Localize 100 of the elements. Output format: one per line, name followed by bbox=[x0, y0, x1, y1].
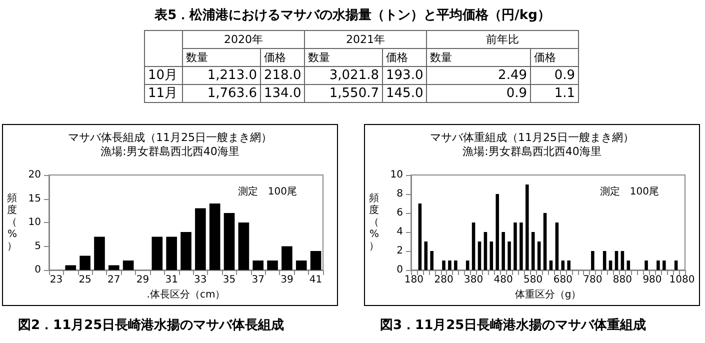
x-tick-label: 29 bbox=[136, 274, 150, 286]
chart-subtitle: 漁場:男女群島西北西40海里 bbox=[100, 145, 240, 158]
bar bbox=[561, 260, 565, 270]
text: 134.0 bbox=[260, 84, 304, 102]
y-tick-label: 15 bbox=[28, 193, 41, 204]
text: 0.9 bbox=[530, 66, 578, 84]
text: 価格 bbox=[382, 48, 426, 66]
x-tick-label: 35 bbox=[222, 274, 236, 286]
bar bbox=[252, 260, 264, 270]
text: 0.9 bbox=[426, 84, 530, 102]
bar bbox=[644, 260, 648, 270]
text: 価格 bbox=[260, 48, 304, 66]
caption: 図3．11月25日長崎港水揚のマサバ体重組成 bbox=[380, 316, 646, 334]
bar bbox=[224, 213, 235, 270]
text: 数量 bbox=[304, 48, 382, 66]
bar bbox=[608, 260, 612, 270]
bar bbox=[514, 222, 517, 270]
text: 11月 bbox=[144, 84, 182, 102]
bar bbox=[454, 260, 458, 270]
bar bbox=[549, 260, 553, 270]
x-tick-label: 780 bbox=[583, 274, 602, 286]
x-tick-label: 180 bbox=[404, 274, 424, 286]
x-tick-label: 680 bbox=[553, 274, 572, 286]
y-axis-title: 頻度（%） bbox=[7, 192, 17, 252]
x-tick-label: 280 bbox=[434, 274, 454, 286]
bar bbox=[490, 242, 494, 270]
caption: 図2．11月25日長崎港水揚のマサバ体長組成 bbox=[18, 317, 284, 334]
y-tick-label: 5 bbox=[34, 240, 41, 252]
bar bbox=[591, 251, 594, 270]
x-tick-label: 27 bbox=[108, 274, 120, 286]
text: 145.0 bbox=[382, 84, 426, 102]
annotation: 測定 100尾 bbox=[600, 186, 660, 198]
text: 表5．松浦港におけるマサバの水揚量（トン）と平均価格（円/kg） bbox=[154, 7, 552, 24]
bar bbox=[531, 232, 535, 270]
bar bbox=[674, 260, 678, 270]
annotation: 測定 100尾 bbox=[238, 186, 298, 198]
y-tick-label: 4 bbox=[396, 226, 403, 238]
bar bbox=[310, 251, 322, 270]
x-tick-label: 25 bbox=[78, 274, 92, 286]
bar bbox=[567, 260, 570, 270]
y-tick-label: 2 bbox=[396, 246, 403, 256]
bar bbox=[448, 260, 452, 270]
text: 価格 bbox=[530, 48, 578, 66]
text: 2021年 bbox=[304, 30, 426, 48]
bar bbox=[152, 236, 163, 270]
y-tick-label: 20 bbox=[28, 170, 41, 180]
x-tick-label: 23 bbox=[50, 274, 63, 286]
y-tick-label: 10 bbox=[28, 217, 41, 228]
bar bbox=[520, 222, 523, 270]
text: 前年比 bbox=[426, 30, 578, 48]
x-tick-label: 39 bbox=[280, 274, 294, 286]
y-tick-label: 10 bbox=[390, 170, 403, 180]
text: 1.1 bbox=[530, 84, 578, 102]
bar bbox=[478, 242, 482, 270]
bar bbox=[543, 213, 547, 270]
bar bbox=[484, 232, 488, 270]
bar bbox=[614, 251, 618, 270]
bar bbox=[555, 222, 559, 270]
text: 1,213.0 bbox=[182, 66, 260, 84]
bar bbox=[122, 260, 134, 270]
bar bbox=[430, 251, 434, 270]
text: 10月 bbox=[144, 66, 182, 84]
text: 3,021.8 bbox=[304, 66, 382, 84]
y-axis-title: 頻度（%） bbox=[369, 192, 379, 252]
bar bbox=[108, 265, 120, 270]
bar bbox=[496, 194, 500, 270]
bar bbox=[195, 208, 206, 270]
text: 193.0 bbox=[382, 66, 426, 84]
bar bbox=[442, 260, 446, 270]
bar bbox=[94, 236, 105, 270]
bar bbox=[508, 242, 511, 270]
chart-title: マサバ体長組成（11月25日一艘まき網） bbox=[68, 131, 272, 144]
bar bbox=[602, 251, 606, 270]
bar bbox=[267, 260, 278, 270]
text: 2020年 bbox=[182, 30, 304, 48]
bar bbox=[65, 265, 76, 270]
chart-subtitle: 漁場:男女群島西北西40海里 bbox=[462, 145, 602, 158]
x-axis-title: 体重区分（g） bbox=[514, 288, 582, 300]
bar bbox=[656, 260, 660, 270]
bar bbox=[472, 222, 476, 270]
x-tick-label: 880 bbox=[612, 274, 632, 286]
bar bbox=[620, 251, 624, 270]
x-tick-label: 480 bbox=[494, 274, 513, 286]
bar bbox=[296, 260, 307, 270]
bar bbox=[209, 204, 220, 270]
bar bbox=[238, 222, 250, 270]
x-tick-label: 33 bbox=[194, 274, 207, 286]
text: 218.0 bbox=[260, 66, 304, 84]
text: 2.49 bbox=[426, 66, 530, 84]
bar bbox=[80, 256, 90, 270]
bar bbox=[424, 242, 428, 270]
text: 数量 bbox=[426, 48, 530, 66]
y-tick-label: 8 bbox=[396, 188, 403, 200]
bar bbox=[418, 204, 422, 270]
text: 1,763.6 bbox=[182, 84, 260, 102]
x-tick-label: 980 bbox=[642, 274, 662, 286]
x-tick-label: 41 bbox=[309, 274, 322, 286]
x-tick-label: 31 bbox=[165, 274, 178, 286]
x-tick-label: 37 bbox=[252, 274, 264, 286]
y-tick-label: 0 bbox=[34, 264, 41, 276]
